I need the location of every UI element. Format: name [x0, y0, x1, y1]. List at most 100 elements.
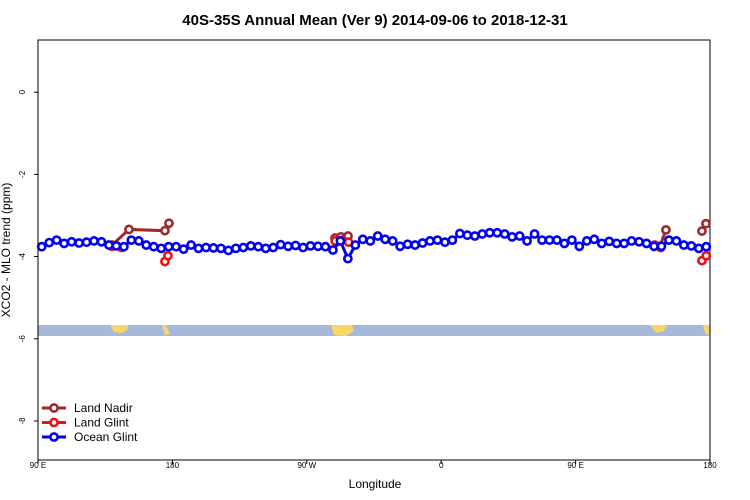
land-patch: [110, 325, 128, 333]
data-point: [186, 240, 196, 250]
data-point: [701, 218, 711, 229]
data-point: [178, 244, 189, 255]
data-point: [141, 240, 152, 250]
data-point: [328, 245, 338, 255]
data-point: [701, 241, 712, 252]
data-point: [671, 236, 682, 246]
data-point: [298, 242, 308, 253]
data-point: [275, 239, 286, 250]
data-point: [305, 240, 316, 251]
data-point: [36, 241, 47, 252]
data-point: [59, 238, 70, 249]
data-point: [372, 231, 383, 241]
data-point: [604, 236, 615, 247]
data-point: [118, 241, 129, 252]
data-point: [514, 231, 525, 241]
data-point: [559, 238, 570, 249]
data-point: [492, 227, 503, 238]
legend-marker: [49, 432, 59, 442]
data-point: [701, 250, 712, 261]
data-point: [544, 235, 555, 246]
data-point: [66, 236, 77, 247]
data-point: [402, 239, 413, 250]
data-point: [507, 231, 518, 242]
data-point: [133, 236, 144, 246]
data-point: [529, 229, 540, 239]
data-point: [193, 243, 204, 254]
y-tick-label: 0: [18, 89, 27, 94]
data-point: [649, 241, 659, 252]
data-point: [320, 241, 331, 252]
data-point: [230, 243, 241, 254]
data-point: [245, 240, 256, 251]
data-point: [581, 236, 592, 246]
data-point: [260, 243, 271, 254]
data-point: [697, 226, 707, 236]
data-point: [664, 235, 674, 246]
legend-marker: [49, 403, 59, 413]
data-point: [693, 243, 704, 254]
data-point: [268, 242, 279, 253]
land-patch: [703, 325, 710, 336]
legend-label: Land Nadir: [74, 401, 133, 415]
data-point: [440, 237, 450, 248]
data-point: [163, 250, 173, 261]
data-point: [447, 235, 458, 246]
y-tick-label: -2: [18, 170, 27, 178]
land-patch: [162, 325, 170, 335]
data-point: [611, 238, 622, 249]
data-point: [686, 240, 697, 251]
data-point: [410, 240, 420, 250]
data-point: [365, 236, 376, 246]
data-point: [425, 236, 435, 246]
x-tick-label: 90 E: [30, 461, 46, 470]
data-point: [350, 240, 361, 250]
data-point: [462, 230, 473, 241]
y-tick-label: -4: [18, 252, 27, 260]
data-point: [163, 241, 174, 252]
data-point: [589, 234, 600, 245]
data-point: [283, 241, 294, 252]
data-point: [661, 224, 671, 235]
data-point: [499, 229, 510, 239]
data-point: [357, 234, 368, 245]
x-tick-label: 0: [439, 461, 444, 470]
data-point: [342, 253, 353, 264]
data-point: [89, 236, 99, 246]
x-axis-label: Longitude: [349, 477, 402, 491]
data-point: [104, 240, 114, 250]
data-point: [574, 241, 585, 252]
data-point: [111, 240, 122, 251]
data-point: [634, 236, 644, 247]
data-point: [171, 241, 182, 252]
data-point: [201, 242, 211, 253]
ocean-strip: [38, 325, 710, 336]
data-point: [223, 245, 234, 256]
x-tick-label: 180: [166, 461, 180, 470]
data-point: [96, 236, 107, 247]
y-tick-label: -8: [18, 417, 27, 425]
land-map: [38, 325, 710, 336]
land-patch: [331, 325, 354, 336]
legend-label: Land Glint: [74, 416, 129, 430]
data-point: [164, 218, 174, 229]
data-point: [208, 243, 219, 253]
data-point: [124, 224, 134, 235]
data-point: [432, 235, 443, 246]
data-point: [619, 238, 630, 249]
x-tick-label: 90 W: [297, 461, 316, 470]
land-patch: [650, 325, 667, 333]
x-tick-label: 90 E: [567, 461, 583, 470]
data-point: [313, 241, 323, 252]
data-point: [678, 240, 689, 250]
data-point: [380, 234, 391, 245]
x-tick-label: 180: [703, 461, 717, 470]
data-point: [484, 227, 495, 238]
data-point: [522, 236, 532, 246]
data-point: [74, 238, 84, 248]
data-point: [238, 242, 249, 253]
data-point: [51, 235, 62, 246]
plot-frame: [37, 39, 711, 461]
data-point: [454, 228, 465, 239]
